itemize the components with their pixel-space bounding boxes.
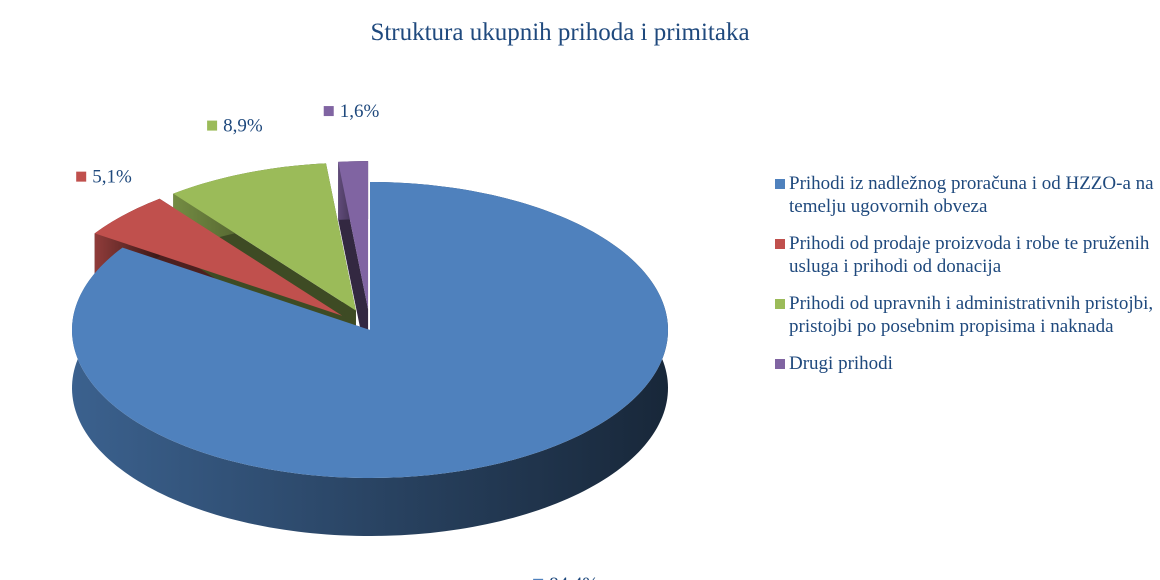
legend-item: Prihodi od upravnih i administrativnih p… bbox=[775, 292, 1155, 338]
label-swatch bbox=[533, 578, 544, 580]
legend-swatch bbox=[775, 299, 785, 309]
legend: Prihodi iz nadležnog proračuna i od HZZO… bbox=[775, 172, 1155, 389]
data-label: 5,1% bbox=[92, 167, 132, 188]
data-label: 84,4% bbox=[549, 574, 598, 580]
legend-item: Prihodi od prodaje proizvoda i robe te p… bbox=[775, 232, 1155, 278]
data-label: 1,6% bbox=[340, 101, 380, 122]
slice bbox=[338, 161, 369, 310]
legend-swatch bbox=[775, 359, 785, 369]
slice bbox=[173, 163, 356, 311]
label-swatch bbox=[76, 171, 87, 182]
label-swatch bbox=[207, 120, 218, 131]
slice bbox=[94, 198, 343, 316]
legend-item: Drugi prihodi bbox=[775, 352, 1155, 375]
label-swatch bbox=[323, 106, 334, 117]
data-label: 8,9% bbox=[223, 116, 263, 137]
legend-item: Prihodi iz nadležnog proračuna i od HZZO… bbox=[775, 172, 1155, 218]
legend-swatch bbox=[775, 239, 785, 249]
legend-label: Prihodi od prodaje proizvoda i robe te p… bbox=[789, 233, 1150, 277]
legend-label: Prihodi od upravnih i administrativnih p… bbox=[789, 293, 1154, 337]
slice bbox=[72, 182, 668, 478]
legend-label: Drugi prihodi bbox=[789, 353, 893, 374]
legend-label: Prihodi iz nadležnog proračuna i od HZZO… bbox=[789, 173, 1154, 217]
chart-title: Struktura ukupnih prihoda i primitaka bbox=[370, 19, 749, 46]
legend-swatch bbox=[775, 179, 785, 189]
